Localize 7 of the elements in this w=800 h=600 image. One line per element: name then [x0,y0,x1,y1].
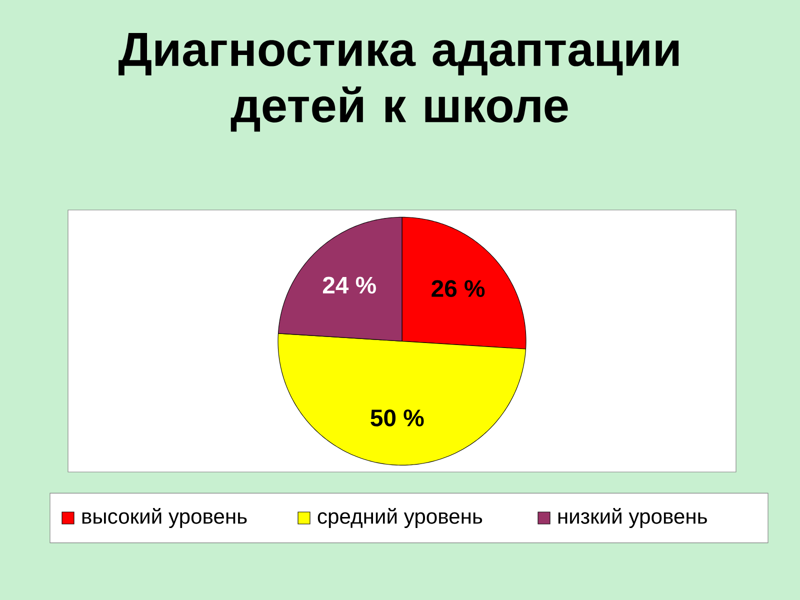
data-label: 50 % [370,409,424,426]
data-label: 24 % [322,276,376,294]
legend-label: средний уровень [318,508,482,528]
legend-label: высокий уровень [82,508,247,528]
chart-title: Диагностика адаптации детей к школе [118,32,679,132]
legend-label: низкий уровень [558,508,707,528]
data-label: 26 % [432,280,485,298]
